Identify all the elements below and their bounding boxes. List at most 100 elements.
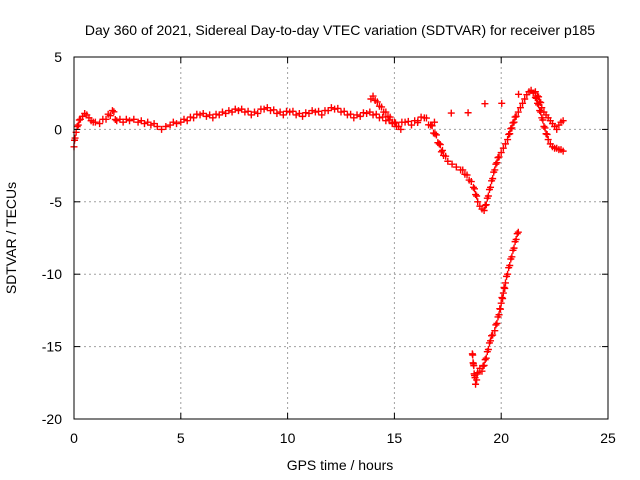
data-point [231, 105, 239, 113]
data-point [448, 160, 456, 168]
data-point [505, 130, 513, 138]
data-point [422, 114, 430, 122]
y-tick-label: 5 [54, 49, 62, 65]
data-point [218, 108, 226, 116]
data-point [436, 141, 444, 149]
data-point [493, 159, 501, 167]
data-point [302, 109, 310, 117]
data-point [158, 125, 166, 133]
data-point [212, 110, 220, 118]
data-point [369, 111, 377, 119]
data-point [126, 117, 134, 125]
data-point [375, 114, 383, 122]
data-point [514, 108, 522, 116]
data-point [508, 124, 516, 132]
data-point [540, 123, 548, 131]
data-point [169, 118, 177, 126]
data-point [501, 284, 509, 292]
data-point [543, 130, 551, 138]
data-point [492, 321, 500, 329]
x-tick-label: 10 [280, 430, 296, 446]
data-point [501, 279, 509, 287]
data-point [559, 117, 567, 125]
data-point [417, 113, 425, 121]
data-point [482, 354, 490, 362]
data-point [499, 295, 507, 303]
data-point [491, 166, 499, 174]
data-point [318, 111, 326, 119]
axis-ticks: 0 5 10 15 20 25 -20 -15 -10 -5 0 5 [42, 49, 616, 446]
data-point [491, 327, 499, 335]
data-point [75, 116, 83, 124]
data-point [539, 116, 547, 124]
x-tick-label: 0 [70, 430, 78, 446]
data-point [480, 361, 488, 369]
data-point [489, 175, 497, 183]
data-point [516, 104, 524, 112]
data-point [469, 351, 477, 359]
data-point [537, 99, 545, 107]
data-point [91, 118, 99, 126]
data-point [511, 113, 519, 121]
data-point [106, 112, 114, 120]
data-point [509, 119, 517, 127]
data-point [459, 166, 467, 174]
data-point [308, 107, 316, 115]
data-point [140, 120, 148, 128]
grid [74, 57, 608, 419]
data-point [493, 319, 501, 327]
data-point [390, 118, 398, 126]
data-point [254, 109, 262, 117]
data-point [438, 146, 446, 154]
data-point [378, 103, 386, 111]
data-point [473, 192, 481, 200]
data-point [495, 311, 503, 319]
data-point [180, 115, 188, 123]
data-point [292, 111, 300, 119]
data-point [480, 206, 488, 214]
data-point [474, 369, 482, 377]
data-point [183, 117, 191, 125]
data-point [407, 121, 415, 129]
data-point [488, 332, 496, 340]
data-point [467, 178, 475, 186]
data-marks [70, 86, 567, 388]
y-tick-label: 0 [54, 121, 62, 137]
data-point [373, 98, 381, 106]
x-axis-label: GPS time / hours [287, 457, 394, 473]
data-point [414, 119, 422, 127]
data-point [512, 112, 520, 120]
data-point [102, 115, 110, 123]
data-point [299, 112, 307, 120]
data-point [327, 104, 335, 112]
data-point [500, 283, 508, 291]
data-point [162, 123, 170, 131]
data-point [481, 201, 489, 209]
data-point [267, 107, 275, 115]
data-point [372, 110, 380, 118]
data-point [340, 107, 348, 115]
data-point [447, 109, 455, 117]
data-point [134, 118, 142, 126]
data-point [401, 118, 409, 126]
data-point [515, 90, 523, 98]
data-point [73, 123, 81, 131]
data-point [482, 201, 490, 209]
data-point [393, 123, 401, 131]
data-point [122, 115, 130, 123]
data-point [435, 140, 443, 148]
series-upper-branch [367, 88, 567, 133]
data-point [108, 107, 116, 115]
data-point [173, 120, 181, 128]
data-point [484, 345, 492, 353]
x-tick-label: 15 [387, 430, 403, 446]
data-point [536, 98, 544, 106]
data-point [359, 109, 367, 117]
data-point [478, 367, 486, 375]
data-point [501, 140, 509, 148]
data-point [273, 109, 281, 117]
data-point [343, 111, 351, 119]
data-point [234, 107, 242, 115]
data-point [442, 152, 450, 160]
data-point [513, 230, 521, 238]
